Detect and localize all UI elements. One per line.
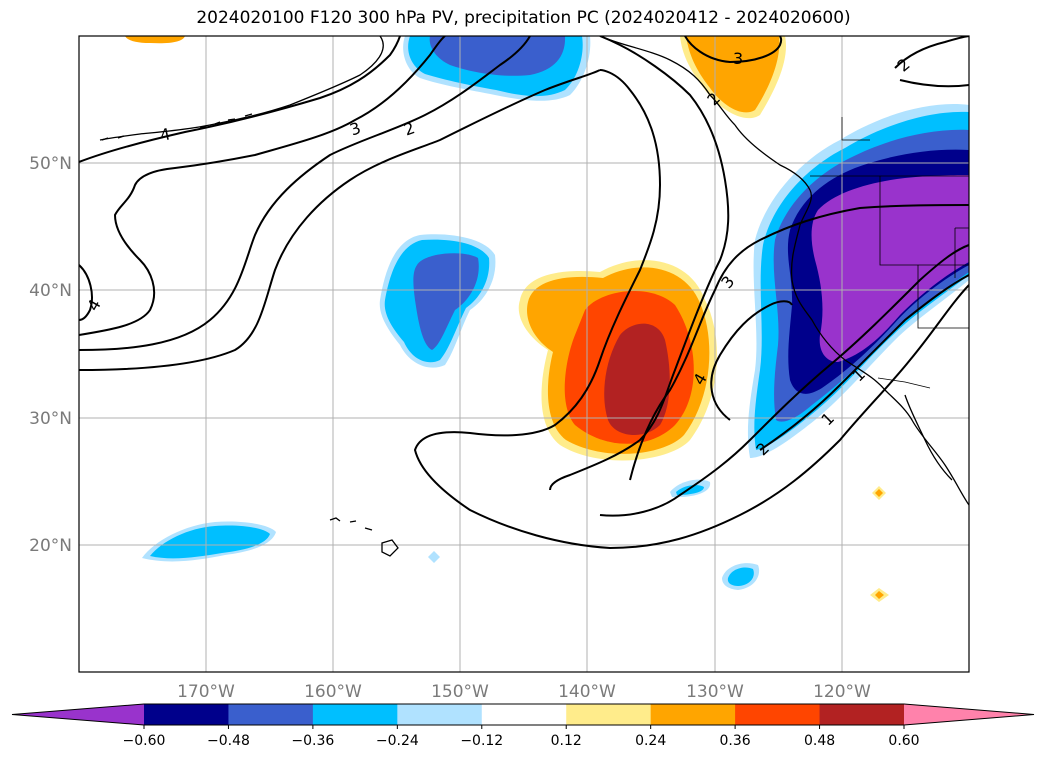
lon-label: 130°W [686, 682, 744, 702]
contour-label: 3 [733, 49, 743, 68]
contour-3-big-loop [549, 36, 730, 491]
colorbar-swatch [228, 704, 314, 725]
contour-3-left [79, 36, 531, 351]
plot-frame [78, 35, 970, 673]
colorbar: −0.60 −0.48 −0.36 −0.24 −0.12 0.12 0.24 0.36 0.4… [11, 703, 1035, 749]
lon-axis-labels: 170°W 160°W 150°W 140°W 130°W 120°W [177, 682, 871, 702]
bc-coast [734, 124, 812, 226]
lon-label: 150°W [431, 682, 489, 702]
lat-label: 50°N [29, 154, 72, 174]
plot-area: 4 3 2 3 2 4 3 2 1 1 2 4 [79, 36, 969, 672]
negative-blob-3 [428, 551, 440, 563]
map-title: 2024020100 F120 300 hPa PV, precipitatio… [196, 8, 851, 28]
contour-2-right [899, 79, 969, 88]
colorbar-swatch [566, 704, 652, 725]
lat-axis-labels: 50°N 40°N 30°N 20°N [29, 154, 72, 556]
contour-2-big-loop [413, 69, 969, 550]
positive-anomaly-north-inner [686, 36, 780, 113]
contour-4-left [79, 264, 93, 321]
positive-anomaly-048 [604, 323, 670, 436]
lon-label: 160°W [304, 682, 362, 702]
contour-4-upper-left [79, 36, 401, 163]
colorbar-tick-label: 0.60 [888, 733, 919, 749]
colorbar-extend-high [904, 704, 1034, 725]
colorbar-swatch [735, 704, 821, 725]
colorbar-tick-label: −0.48 [207, 733, 250, 749]
contour-2-topright [894, 36, 969, 69]
us-west-coast [790, 224, 969, 506]
colorbar-swatches [11, 703, 1035, 726]
colorbar-swatch [397, 704, 483, 725]
colorbar-tick-label: −0.24 [376, 733, 419, 749]
negative-anomaly-north-036 [429, 36, 566, 76]
mexico-border [877, 377, 931, 389]
colorbar-tick-label: −0.36 [291, 733, 334, 749]
contour-4-left-lower [79, 36, 446, 336]
lon-label: 140°W [558, 682, 616, 702]
lon-label: 120°W [813, 682, 871, 702]
negative-blob-2-inner [727, 567, 754, 586]
contour-label: 4 [158, 124, 172, 145]
alaska-coast-east [599, 36, 736, 126]
colorbar-swatch [650, 704, 736, 725]
colorbar-swatch [819, 704, 905, 725]
lon-label: 170°W [177, 682, 235, 702]
negative-anomaly-150w-036 [413, 253, 479, 350]
lat-label: 20°N [29, 536, 72, 556]
contour-2-left [79, 69, 601, 371]
state-border-1 [879, 176, 969, 266]
colorbar-tick-label: 0.48 [804, 733, 835, 749]
state-border-2 [917, 265, 969, 329]
contour-loop-low [710, 300, 793, 421]
positive-dot-2-inner [875, 591, 884, 599]
lat-label: 30°N [29, 409, 72, 429]
colorbar-tick-label: 0.12 [551, 733, 582, 749]
colorbar-tick-label: 0.36 [720, 733, 751, 749]
precip-shading [125, 36, 969, 602]
contour-4-inner [629, 204, 969, 481]
colorbar-extend-low [12, 704, 144, 725]
positive-anomaly-topleft [125, 36, 185, 44]
contour-2-inner [599, 244, 969, 517]
colorbar-tick-label: 0.24 [635, 733, 666, 749]
negative-anomaly-west-coast-060 [811, 175, 969, 362]
negative-anomaly-hawaii-024 [150, 525, 270, 559]
colorbar-tick-label: −0.60 [123, 733, 166, 749]
hawaii-islands [329, 517, 399, 557]
contour-3-north [684, 36, 783, 64]
baja-coast [904, 394, 953, 481]
coastlines [99, 36, 969, 557]
aleutian-islands [101, 113, 253, 141]
pv-contours [79, 36, 969, 550]
colorbar-swatch [312, 704, 398, 725]
lat-label: 40°N [29, 281, 72, 301]
state-border-4 [841, 117, 870, 141]
colorbar-tick-label: −0.12 [460, 733, 503, 749]
colorbar-swatch [144, 704, 229, 725]
colorbar-labels: −0.60 −0.48 −0.36 −0.24 −0.12 0.12 0.24 0.36 0.4… [123, 725, 920, 749]
colorbar-swatch [481, 704, 567, 725]
positive-dot-1-inner [875, 489, 883, 497]
contour-1 [759, 274, 969, 451]
